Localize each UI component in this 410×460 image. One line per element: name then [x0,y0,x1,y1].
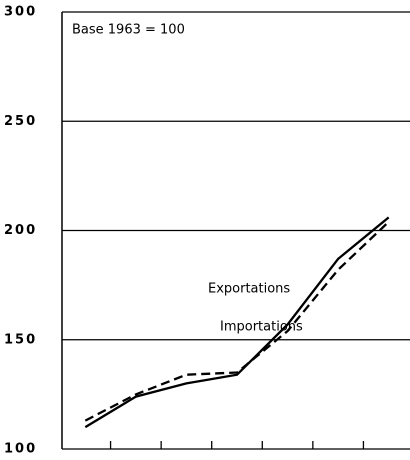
series-line [84,216,390,429]
y-tick-label: 300 [4,5,37,20]
y-tick-label: 100 [4,442,37,457]
series-label: Exportations [208,282,290,297]
annotation: Base 1963 = 100 [72,23,185,38]
y-tick-label: 250 [4,114,37,129]
series-label: Importations [220,320,303,335]
y-tick-label: 200 [4,223,37,238]
y-tick-label: 150 [4,332,37,347]
series-line [84,220,390,422]
